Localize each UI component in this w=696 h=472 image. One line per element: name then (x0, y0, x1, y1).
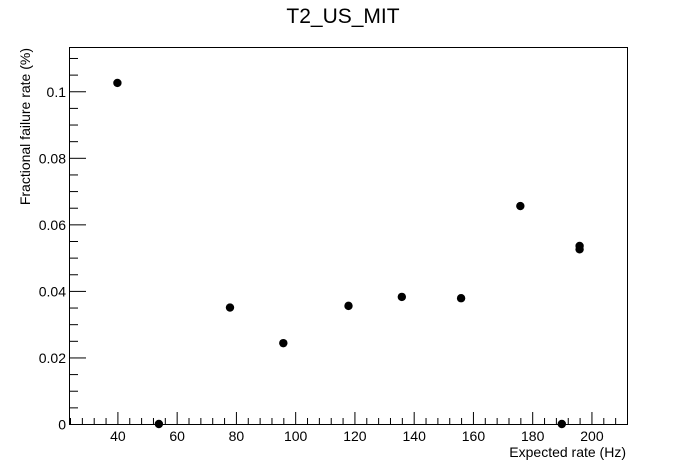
data-point (456, 294, 466, 303)
data-point (113, 78, 122, 88)
y-tick-label: 0.06 (39, 217, 66, 233)
y-tick-label: 0.02 (39, 350, 66, 366)
x-tick-label: 180 (521, 428, 545, 444)
data-point (575, 245, 584, 254)
y-tick-label: 0.1 (47, 84, 67, 100)
data-point (154, 419, 164, 429)
x-tick-label: 120 (343, 428, 367, 444)
x-tick-label: 40 (110, 428, 126, 444)
y-axis-label: Fractional failure rate (%) (17, 48, 33, 205)
data-point (225, 303, 235, 312)
y-tick-label: 0.08 (39, 150, 66, 166)
data-points (113, 78, 584, 429)
x-tick-label: 160 (462, 428, 486, 444)
plot-frame (69, 47, 628, 425)
x-tick-label: 200 (580, 428, 604, 444)
data-point (516, 201, 525, 211)
chart-title: T2_US_MIT (286, 5, 399, 28)
data-point (344, 301, 353, 311)
x-tick-label: 100 (284, 428, 308, 444)
data-point (557, 419, 567, 429)
y-tick-label: 0 (58, 417, 66, 433)
x-axis-label: Expected rate (Hz) (509, 444, 626, 460)
x-tick-label: 60 (169, 428, 185, 444)
x-axis: 40 60 80 100 120 140 160 180 200 (70, 412, 628, 444)
x-tick-label: 140 (403, 428, 427, 444)
x-tick-label: 80 (229, 428, 245, 444)
y-tick-label: 0.04 (39, 283, 66, 299)
y-axis: 0 0.02 0.04 0.06 0.08 0.1 (39, 57, 86, 433)
data-point (397, 292, 407, 302)
data-point (279, 338, 288, 348)
